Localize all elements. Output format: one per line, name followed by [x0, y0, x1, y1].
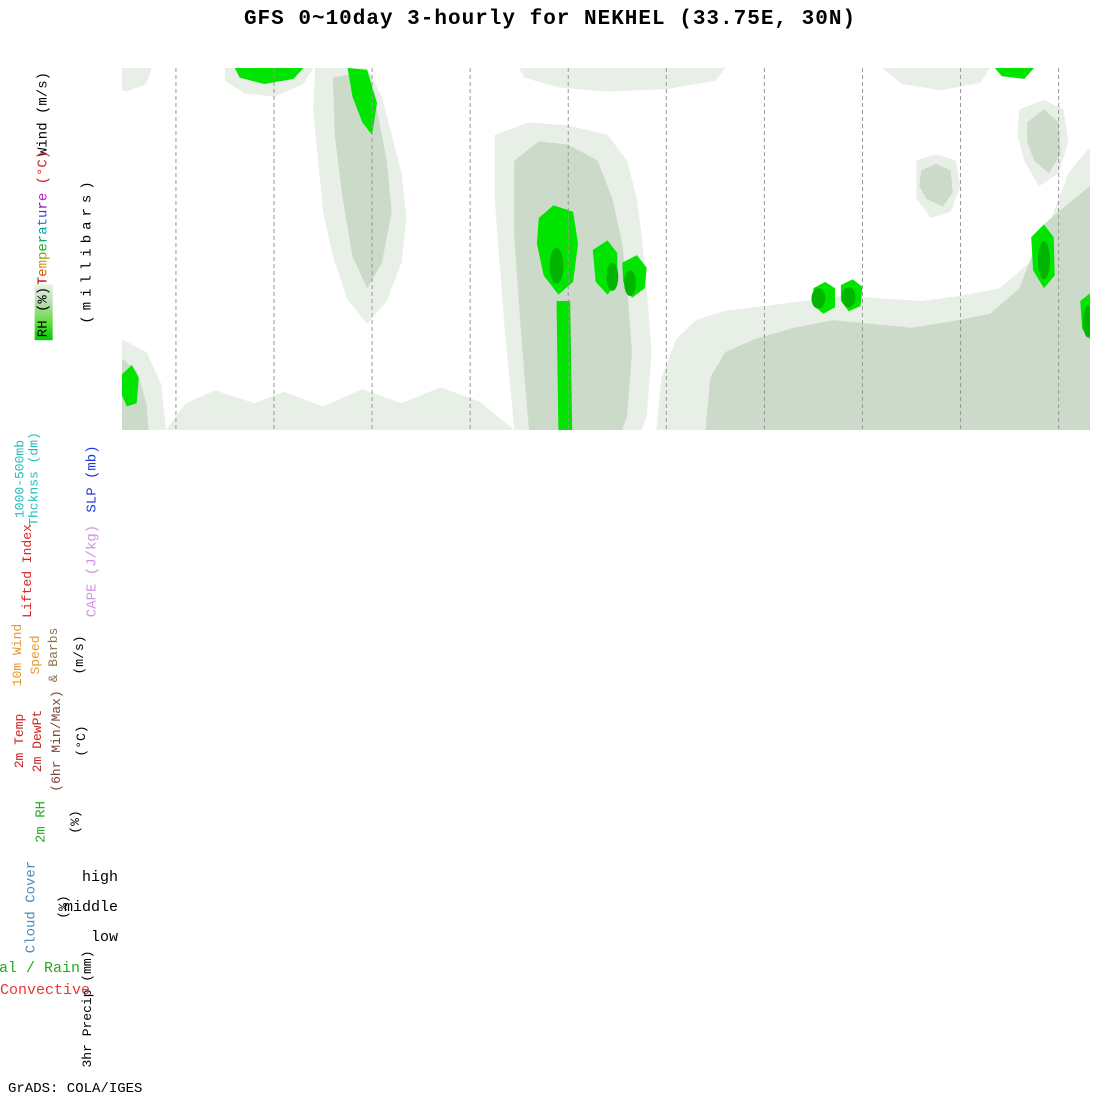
wind10-axis-label-2: Speed [28, 635, 44, 675]
rh-axis-label: RH (%) [34, 283, 53, 341]
temperature-letter: u [35, 209, 52, 218]
dewpt-axis-label: 2m DewPt [30, 709, 46, 773]
wind10-axis-unit: (m/s) [72, 635, 88, 675]
cloud-row-low: low [90, 929, 118, 946]
temperature-word: Temperature [36, 193, 52, 285]
cloud-row-middle: middle [63, 899, 118, 916]
temperature-unit: (°C) [35, 150, 52, 185]
precip-convective-legend: Convective [0, 982, 91, 999]
temperature-letter: t [35, 217, 52, 227]
temperature-letter: m [35, 260, 52, 269]
wind10-axis-label-3: & Barbs [46, 627, 62, 683]
minmax-axis-label: (6hr Min/Max) [49, 690, 65, 792]
cloud-row-high: high [81, 869, 118, 886]
rh2m-axis-label: 2m RH [33, 800, 50, 844]
precip-axis-label: 3hr Precip (mm) [80, 950, 96, 1068]
lifted-index-axis-label: Lifted Index [20, 524, 36, 618]
page-title: GFS 0~10day 3-hourly for NEKHEL (33.75E,… [243, 8, 857, 31]
grid-upper [175, 68, 1060, 430]
rh2m-axis-unit: (%) [68, 810, 84, 834]
wind10-axis-label-1: 10m Wind [10, 623, 26, 687]
slp-axis-label: SLP (mb) [84, 445, 101, 513]
temperature-letter: e [35, 192, 52, 202]
temperature-letter: p [35, 251, 52, 261]
temperature-letter: r [35, 234, 52, 244]
precip-total-legend: Total / Rain [0, 960, 81, 977]
credit-footer: GrADS: COLA/IGES [8, 1081, 143, 1097]
temperature-letter: e [35, 268, 52, 277]
temperature-axis-label: Temperature (°C) [35, 150, 52, 285]
cloud-axis-label: Cloud Cover [23, 860, 40, 954]
rh-shading [122, 68, 1090, 430]
panel-upper-air [122, 68, 1090, 430]
thickness-axis-label: 1000-500mb Thcknss (dm) [12, 432, 41, 526]
temperature-letter: a [35, 226, 52, 235]
temp2m-axis-unit: (°C) [74, 725, 90, 757]
cape-axis-label: CAPE (J/kg) [84, 524, 101, 618]
temperature-letter: r [35, 201, 52, 210]
wind-axis-label: Wind (m/s) [35, 71, 52, 157]
temp2m-axis-label: 2m Temp [12, 713, 28, 769]
millibars-axis-label: (millibars) [79, 176, 96, 324]
temperature-letter: e [35, 243, 52, 252]
